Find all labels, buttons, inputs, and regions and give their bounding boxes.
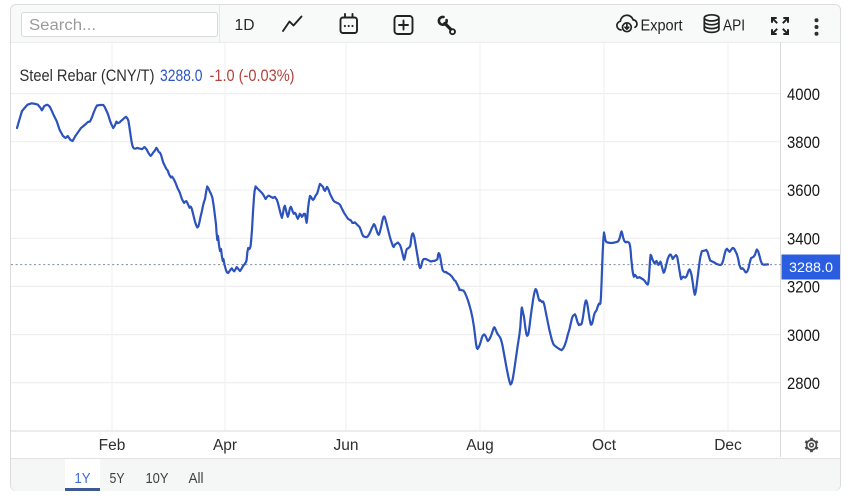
svg-text:API: API xyxy=(723,18,745,35)
svg-text:4000: 4000 xyxy=(787,85,820,104)
svg-text:Dec: Dec xyxy=(714,437,742,454)
svg-text:1Y: 1Y xyxy=(75,470,91,487)
svg-text:5Y: 5Y xyxy=(110,470,125,487)
svg-text:1D: 1D xyxy=(235,17,255,34)
svg-text:3288.0: 3288.0 xyxy=(160,67,203,85)
svg-text:2800: 2800 xyxy=(787,374,820,393)
svg-text:Apr: Apr xyxy=(213,437,237,454)
svg-text:3600: 3600 xyxy=(787,181,820,200)
svg-text:3800: 3800 xyxy=(787,133,820,152)
svg-text:3288.0: 3288.0 xyxy=(789,259,833,275)
svg-text:Steel Rebar (CNY/T): Steel Rebar (CNY/T) xyxy=(20,67,155,85)
svg-text:3200: 3200 xyxy=(787,278,820,297)
svg-text:3400: 3400 xyxy=(787,229,820,248)
svg-text:All: All xyxy=(189,470,204,487)
svg-text:Feb: Feb xyxy=(99,437,126,454)
svg-text:Oct: Oct xyxy=(592,437,617,454)
svg-text:10Y: 10Y xyxy=(146,470,169,487)
svg-text:-1.0 (-0.03%): -1.0 (-0.03%) xyxy=(210,67,295,85)
svg-text:Search...: Search... xyxy=(29,17,96,34)
svg-text:Export: Export xyxy=(641,18,683,35)
svg-text:3000: 3000 xyxy=(787,326,820,345)
svg-text:Aug: Aug xyxy=(466,437,494,454)
svg-text:Jun: Jun xyxy=(334,437,359,454)
